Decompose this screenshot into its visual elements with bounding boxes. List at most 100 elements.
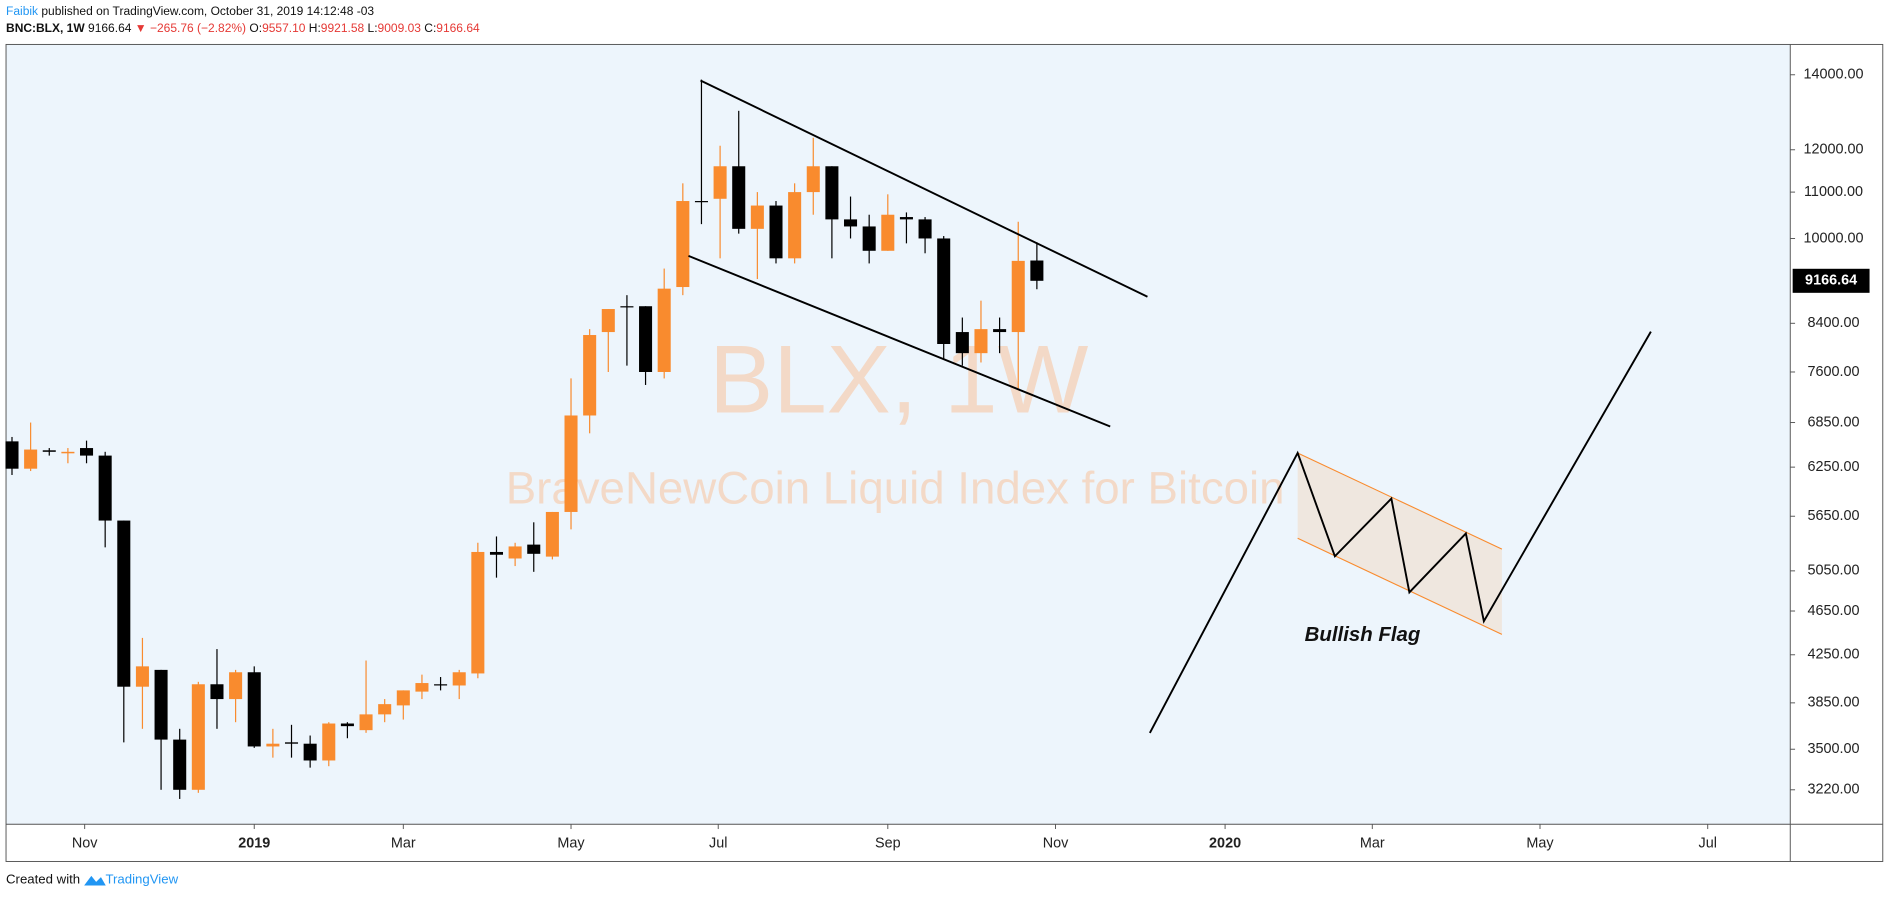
candle-body xyxy=(396,690,410,706)
candle-body xyxy=(694,201,708,203)
candle-body xyxy=(732,166,746,229)
high-label: H: xyxy=(309,21,321,35)
x-tick-label: Jul xyxy=(1698,835,1716,851)
header-line-1: Faibik published on TradingView.com, Oct… xyxy=(6,4,374,18)
plot-background xyxy=(6,44,1791,825)
drawings xyxy=(688,79,1652,734)
candle-body xyxy=(806,166,820,193)
candle-body xyxy=(42,450,56,452)
y-tick-label: 3850.00 xyxy=(1807,695,1859,711)
symbol: BNC:BLX, 1W xyxy=(6,21,85,35)
x-tick-label: May xyxy=(1526,835,1554,851)
y-tick-label: 3500.00 xyxy=(1807,741,1859,757)
low: 9009.03 xyxy=(378,21,422,35)
footer-created: Created with xyxy=(6,872,80,887)
candle-body xyxy=(61,451,75,454)
candle-body xyxy=(415,683,429,692)
candle-body xyxy=(266,743,280,747)
candle-body xyxy=(5,441,19,469)
y-tick-label: 14000.00 xyxy=(1803,67,1863,83)
y-tick-label: 5650.00 xyxy=(1807,508,1859,524)
last-price-box xyxy=(1792,268,1870,293)
candle-body xyxy=(24,449,38,469)
candles xyxy=(5,79,1044,799)
annotation: Bullish Flag xyxy=(1305,624,1421,646)
candle-body xyxy=(601,309,615,333)
x-tick-label: 2020 xyxy=(1209,835,1241,851)
candle-body xyxy=(1011,260,1025,333)
header-line-2: BNC:BLX, 1W 9166.64 ▼ −265.76 (−2.82%) O… xyxy=(6,21,480,35)
candle-body xyxy=(955,332,969,354)
candle-body xyxy=(825,166,839,220)
candle-body xyxy=(899,217,913,220)
x-tick-label: Sep xyxy=(875,835,901,851)
candle-body xyxy=(508,546,522,559)
candle-body xyxy=(657,288,671,372)
last-price-label: 9166.64 xyxy=(1805,273,1857,289)
close: 9166.64 xyxy=(436,21,480,35)
y-tick-label: 11000.00 xyxy=(1804,184,1863,200)
last: 9166.64 xyxy=(88,21,132,35)
candle-body xyxy=(527,544,541,554)
candle-body xyxy=(750,205,764,229)
candle-body xyxy=(937,238,951,345)
watermark: BLX, 1W xyxy=(709,326,1089,433)
watermark-subtitle: BraveNewCoin Liquid Index for Bitcoin xyxy=(506,462,1285,513)
candle-body xyxy=(98,455,112,521)
candle-body xyxy=(284,742,299,744)
y-tick-label: 12000.00 xyxy=(1803,142,1863,158)
low-label: L: xyxy=(368,21,378,35)
candle-body xyxy=(322,723,336,761)
candle-body xyxy=(434,684,448,686)
y-tick-label: 6850.00 xyxy=(1807,414,1859,430)
brand-logo[interactable] xyxy=(84,875,106,886)
candle-body xyxy=(620,306,634,308)
flag-edge xyxy=(1297,537,1503,635)
candle-body xyxy=(229,672,243,700)
author: Faibik xyxy=(6,4,39,18)
y-tick-label: 3220.00 xyxy=(1807,782,1859,798)
close-label: C: xyxy=(424,21,436,35)
candle-body xyxy=(844,219,858,227)
candle-body xyxy=(1030,260,1044,281)
x-tick-label: Mar xyxy=(1360,835,1385,851)
candle-body xyxy=(676,201,690,288)
x-tick-label: 2019 xyxy=(238,835,270,851)
candle-body xyxy=(545,511,559,557)
candle-body xyxy=(154,669,168,740)
open: 9557.10 xyxy=(262,21,306,35)
y-tick-label: 7600.00 xyxy=(1807,364,1859,380)
candle-body xyxy=(974,329,988,354)
candle-body xyxy=(359,714,373,731)
candle-body xyxy=(191,684,205,790)
candle-body xyxy=(993,329,1007,333)
candle-body xyxy=(340,723,354,727)
candle-body xyxy=(452,672,466,686)
flag-path xyxy=(1149,331,1652,734)
y-tick-label: 10000.00 xyxy=(1803,230,1863,246)
candle-body xyxy=(788,192,802,259)
candle-body xyxy=(769,205,783,259)
trend-line xyxy=(688,255,1111,428)
candle-body xyxy=(583,335,597,416)
candle-body xyxy=(303,743,317,761)
high: 9921.58 xyxy=(321,21,365,35)
y-tick-label: 4250.00 xyxy=(1807,647,1859,663)
x-tick-label: Nov xyxy=(72,835,98,851)
candle-body xyxy=(639,306,653,372)
candle-body xyxy=(862,226,876,251)
candle-body xyxy=(80,448,94,456)
candle-body xyxy=(918,219,932,239)
candle-body xyxy=(135,666,149,687)
open-label: O: xyxy=(249,21,262,35)
x-tick-label: May xyxy=(557,835,585,851)
candle-body xyxy=(173,739,187,790)
footer-brand[interactable]: TradingView xyxy=(105,872,178,887)
footer: Created with TradingView xyxy=(6,872,179,887)
change: ▼ −265.76 (−2.82%) xyxy=(135,21,246,35)
trend-line xyxy=(700,79,1148,298)
y-tick-label: 8400.00 xyxy=(1807,315,1859,331)
